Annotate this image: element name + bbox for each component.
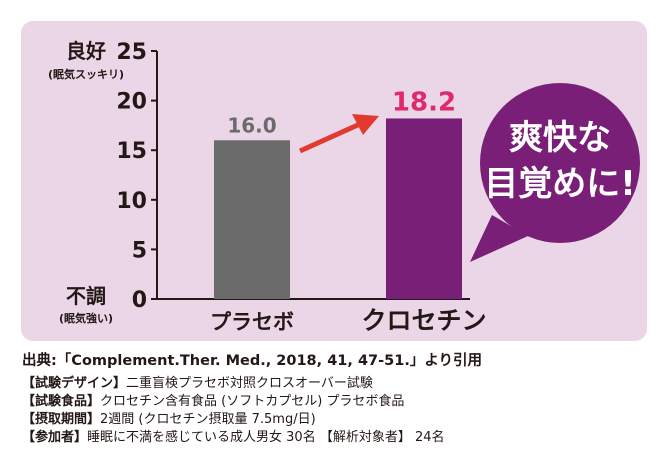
note-design-text: 二重盲検プラセボ対照クロスオーバー試験 [126,376,373,391]
note-design-tag: 【試験デザイン】 [22,376,127,391]
y-tick-label: 20 [116,90,147,115]
bar-value-label: 18.2 [392,87,456,117]
badge: 爽快な 目覚めに! [470,83,640,262]
bar-value-label: 16.0 [227,113,276,137]
note-participants: 【参加者】睡眠に不満を感じている成人男女 30名 【解析対象者】 24名 [22,429,652,447]
source-citation: 出典:「Complement.Ther. Med., 2018, 41, 47-… [22,353,483,369]
note-period-tag: 【摂取期間】 [22,412,101,427]
y-tick-label: 0 [132,288,147,313]
bar-placebo [214,140,290,299]
y-tick-label: 5 [132,238,147,263]
y-bottom-label: 不調 [66,284,106,308]
note-design: 【試験デザイン】二重盲検プラセボ対照クロスオーバー試験 [22,375,652,393]
badge-line-2: 目覚めに! [484,164,636,204]
note-participants-tag: 【参加者】 [22,430,88,445]
increase-arrow [298,114,379,154]
note-period-text: 2週間 (クロセチン摂取量 7.5mg/日) [100,412,316,427]
x-category-label: クロセチン [361,306,486,335]
y-tick-label: 10 [116,189,147,214]
note-food: 【試験食品】クロセチン含有食品 (ソフトカプセル) プラセボ食品 [22,393,652,411]
x-category-label: プラセボ [210,310,294,334]
y-tick-label: 25 [116,40,147,65]
note-food-tag: 【試験食品】 [22,394,101,409]
bar-chart: 0 5 10 15 20 25 16.0 プラセボ 18.2 クロセチン 良好 (眠気スッキリ)… [48,39,640,335]
note-participants-text: 睡眠に不満を感じている成人男女 30名 【解析対象者】 24名 [87,430,445,445]
y-top-label: 良好 [66,39,106,63]
notes: 出典:「Complement.Ther. Med., 2018, 41, 47-… [22,349,652,447]
y-tick-label: 15 [116,139,147,164]
note-food-text: クロセチン含有食品 (ソフトカプセル) プラセボ食品 [100,394,405,409]
y-bottom-sublabel: (眠気強い) [59,311,113,325]
badge-line-1: 爽快な [509,118,611,158]
bar-crocetin [386,118,462,300]
y-top-sublabel: (眠気スッキリ) [48,67,124,81]
note-period: 【摂取期間】2週間 (クロセチン摂取量 7.5mg/日) [22,411,652,429]
